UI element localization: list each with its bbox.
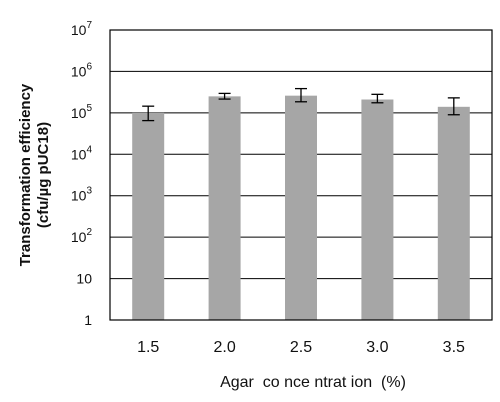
y-axis-label-line-1: Transformation efficiency xyxy=(17,83,34,266)
x-axis-label: Agar co nce ntrat ion (%) xyxy=(220,374,406,391)
y-tick-labels: 1 10 102 103 104 105 106 107 xyxy=(71,20,93,328)
bar xyxy=(361,99,394,320)
bar xyxy=(437,106,470,320)
x-tick-label: 3.5 xyxy=(443,339,465,356)
y-tick-label: 104 xyxy=(71,144,93,162)
bar xyxy=(285,95,317,320)
bars xyxy=(132,95,470,320)
y-tick-label: 102 xyxy=(71,227,93,245)
bar xyxy=(132,112,165,320)
y-tick-label: 1 xyxy=(84,312,92,328)
x-tick-label: 2.5 xyxy=(290,339,312,356)
y-tick-label: 106 xyxy=(71,61,93,79)
x-tick-labels: 1.5 2.0 2.5 3.0 3.5 xyxy=(137,339,465,356)
x-tick-label: 1.5 xyxy=(137,339,159,356)
error-bars xyxy=(142,87,460,122)
y-tick-label: 105 xyxy=(71,103,93,121)
x-tick-label: 3.0 xyxy=(366,339,388,356)
y-tick-label: 107 xyxy=(71,20,93,38)
y-tick-label: 103 xyxy=(71,186,93,204)
bar xyxy=(208,96,241,320)
plot-frame xyxy=(109,29,493,321)
y-tick-label: 10 xyxy=(76,271,92,287)
x-tick-label: 2.0 xyxy=(213,339,235,356)
y-axis-label-line-2: (cfu/µg pUC18) xyxy=(35,122,52,228)
